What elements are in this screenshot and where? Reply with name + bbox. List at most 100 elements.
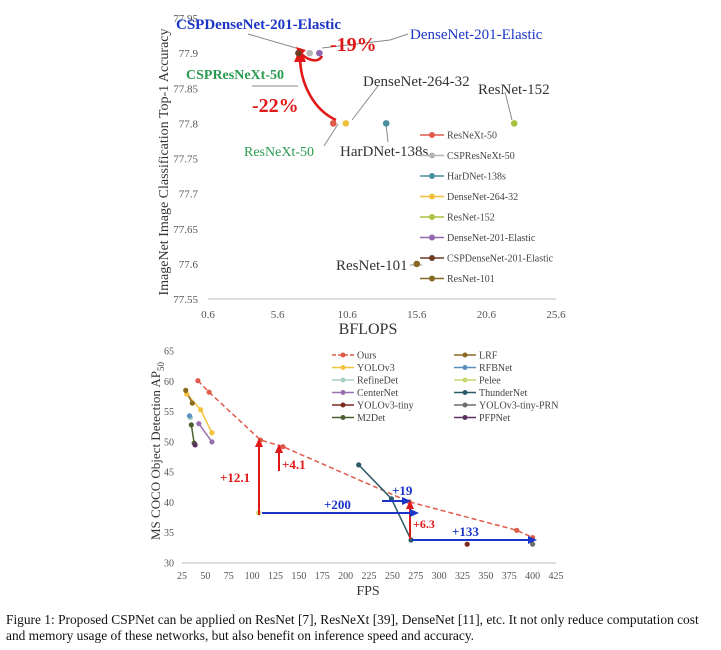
detection-chart: 30 35 40 45 50 55 60 65 25 50 75 100 125 150 175 200 22…: [148, 347, 564, 600]
x-tick-label: 250: [385, 571, 400, 582]
legend-marker-yolov3: [340, 365, 346, 370]
legend-marker-refinedet: [340, 377, 346, 383]
x-tick-label: 375: [502, 571, 517, 582]
legend-marker-thundernet: [462, 390, 468, 395]
line-m2det: [190, 424, 195, 444]
legend-label-yolov3-tiny: YOLOv3-tiny: [357, 401, 414, 412]
y-tick-label: 50: [164, 437, 174, 448]
x-tick-label: 0.6: [201, 309, 215, 321]
legend-label-lrf: LRF: [479, 351, 498, 362]
y-tick-label: 77.75: [173, 154, 198, 166]
line-centernet: [198, 423, 213, 443]
legend-label-rfbnet: RFBNet: [479, 363, 513, 374]
x-tick-label: 10.6: [338, 309, 358, 321]
y-axis-title: MS COCO Object Detection AP50: [148, 362, 166, 541]
improvement-arrows: [258, 443, 532, 541]
label-plus-4-1: +4.1: [282, 457, 306, 472]
x-tick-labels: 25 50 75 100 125 150 175 200 225 250 275 300 325 350 3…: [177, 571, 564, 582]
legend-marker-yolov3-tiny-prn: [462, 402, 468, 408]
x-tick-label: 225: [362, 571, 377, 582]
legend-marker-rfbnet: [462, 365, 468, 370]
point-yolov3-tiny-prn: [530, 541, 536, 547]
legend-marker-cspresnext-50: [429, 152, 435, 159]
x-tick-labels: 0.6 5.6 10.6 15.6 20.6 25.6: [201, 309, 566, 321]
legend-label-resnet-152: ResNet-152: [447, 213, 495, 224]
label-minus-19: -19%: [330, 34, 377, 56]
point-densenet-264-32: [342, 120, 350, 127]
label-plus-19: +19: [392, 483, 413, 498]
point-resnet-101: [413, 260, 421, 268]
point-cspresnext-50: [306, 49, 313, 57]
legend-marker-centernet: [340, 390, 346, 395]
x-axis-title: BFLOPS: [339, 321, 398, 338]
point-yolov3: [209, 430, 215, 436]
point-ours: [195, 378, 201, 384]
label-densenet-201-elastic: DenseNet-201-Elastic: [410, 27, 543, 43]
legend-marker-resnet-152: [429, 214, 435, 220]
y-tick-label: 65: [164, 347, 174, 358]
x-tick-label: 150: [291, 571, 306, 582]
legend-marker-m2det: [340, 415, 346, 420]
legend-label-yolov3-tiny-prn: YOLOv3-tiny-PRN: [479, 401, 558, 412]
y-tick-label: 30: [164, 559, 174, 570]
legend-marker-yolov3-tiny: [340, 402, 346, 408]
legend-marker-densenet-264-32: [429, 193, 435, 200]
point-centernet: [196, 421, 202, 427]
reduction-arrows: [298, 51, 337, 122]
classification-chart: 77.55 77.6 77.65 77.7 77.75 77.8 77.85 77.9 77.9…: [157, 13, 566, 338]
point-ours: [280, 444, 286, 450]
x-tick-label: 400: [525, 571, 540, 582]
label-plus-6-3: +6.3: [413, 517, 435, 531]
x-tick-label: 200: [338, 571, 353, 582]
legend-label-ours: Ours: [357, 351, 377, 362]
label-hardnet-138s: HarDNet-138s: [340, 144, 428, 160]
arrow-minus-22: [298, 55, 337, 122]
y-tick-label: 77.55: [173, 294, 198, 306]
label-plus-133: +133: [452, 524, 479, 539]
point-resnet-152: [510, 120, 518, 127]
legend-label-resnet-101: ResNet-101: [447, 274, 495, 285]
x-tick-label: 275: [408, 571, 423, 582]
point-resnext-50: [329, 120, 337, 127]
data-points: [295, 49, 518, 268]
point-yolov3-tiny: [464, 541, 470, 547]
point-centernet: [209, 439, 215, 445]
label-densenet-264-32: DenseNet-264-32: [363, 74, 470, 90]
x-tick-label: 350: [478, 571, 493, 582]
y-axis-title: ImageNet Image Classification Top-1 Accu…: [157, 29, 172, 296]
figure-caption: Figure 1: Proposed CSPNet can be applied…: [6, 612, 699, 643]
legend-marker-lrf: [462, 352, 468, 358]
x-tick-label: 25: [177, 571, 187, 582]
y-axis-title-subscript: 50: [156, 362, 166, 372]
legend-label-resnext-50: ResNeXt-50: [447, 131, 497, 142]
legend-label-m2det: M2Det: [357, 413, 386, 424]
point-lrf: [189, 400, 195, 406]
legend: ResNeXt-50 CSPResNeXt-50 HarDNet-138s Dense…: [420, 131, 554, 285]
point-ours: [206, 389, 212, 395]
x-tick-label: 325: [455, 571, 470, 582]
label-resnet-101: ResNet-101: [336, 258, 408, 274]
label-plus-200: +200: [324, 497, 351, 512]
x-tick-label: 125: [268, 571, 283, 582]
legend-marker-pfpnet: [462, 415, 468, 420]
point-ours: [514, 527, 520, 533]
legend-marker-densenet-201-elastic: [429, 234, 435, 241]
point-thundernet: [356, 462, 362, 468]
legend-label-cspresnext-50: CSPResNeXt-50: [447, 151, 515, 162]
legend-label-pfpnet: PFPNet: [479, 413, 510, 424]
x-tick-label: 15.6: [407, 309, 427, 321]
point-lrf: [183, 387, 189, 393]
x-tick-label: 5.6: [271, 309, 285, 321]
legend-label-pelee: Pelee: [479, 376, 501, 387]
y-tick-label: 77.7: [179, 189, 199, 201]
y-tick-label: 55: [164, 407, 174, 418]
y-tick-label: 77.8: [179, 118, 199, 130]
label-plus-12-1: +12.1: [220, 470, 250, 485]
y-tick-labels: 77.55 77.6 77.65 77.7 77.75 77.8 77.85 77.9 77.9…: [173, 13, 198, 306]
y-tick-label: 77.65: [173, 224, 198, 236]
label-resnet-152: ResNet-152: [478, 82, 550, 98]
y-axis-title-main: MS COCO Object Detection AP: [148, 371, 163, 540]
x-tick-label: 100: [245, 571, 260, 582]
legend-marker-pelee: [462, 377, 468, 383]
